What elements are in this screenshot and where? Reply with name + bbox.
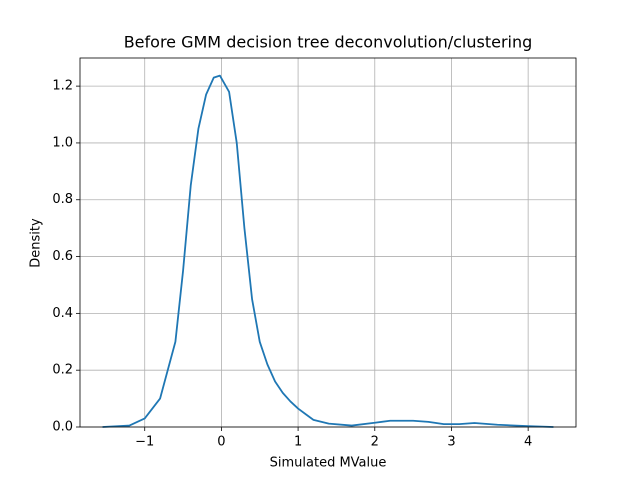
x-tick-label: 4 (524, 435, 532, 450)
y-tick-label: 0.0 (52, 420, 73, 435)
x-tick-label: 3 (447, 435, 455, 450)
y-tick-label: 0.8 (52, 192, 73, 207)
y-tick-label: 0.6 (52, 249, 73, 264)
x-axis-label: Simulated MValue (270, 456, 387, 471)
y-tick-label: 0.2 (52, 363, 73, 378)
y-tick-label: 1.2 (52, 79, 73, 94)
y-axis-label: Density (29, 218, 44, 268)
x-tick-label: 1 (294, 435, 302, 450)
y-tick-label: 1.0 (52, 135, 73, 150)
chart-title: Before GMM decision tree deconvolution/c… (124, 33, 533, 52)
x-tick-label: 2 (371, 435, 379, 450)
density-line (102, 74, 554, 428)
y-tick-label: 0.4 (52, 306, 73, 321)
x-tick-label: −1 (135, 435, 154, 450)
plot-frame (79, 57, 577, 428)
x-tick-label: 0 (217, 435, 225, 450)
